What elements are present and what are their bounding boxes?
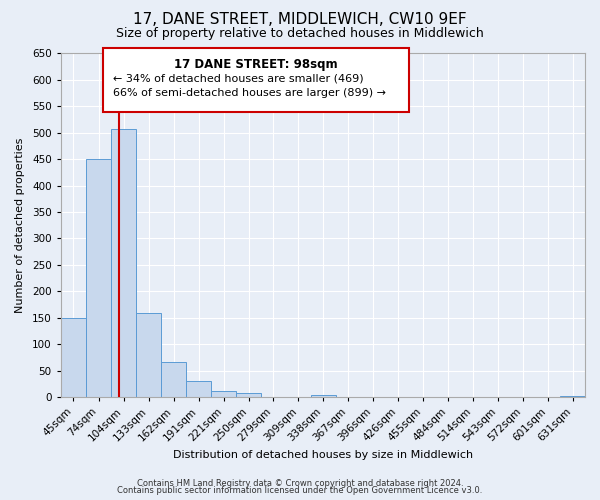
- Text: Size of property relative to detached houses in Middlewich: Size of property relative to detached ho…: [116, 28, 484, 40]
- Bar: [61, 318, 86, 397]
- Bar: [186, 381, 211, 397]
- Bar: [211, 391, 236, 397]
- Bar: [112, 129, 136, 397]
- Text: ← 34% of detached houses are smaller (469): ← 34% of detached houses are smaller (46…: [113, 73, 364, 83]
- X-axis label: Distribution of detached houses by size in Middlewich: Distribution of detached houses by size …: [173, 450, 473, 460]
- Text: Contains HM Land Registry data © Crown copyright and database right 2024.: Contains HM Land Registry data © Crown c…: [137, 478, 463, 488]
- FancyBboxPatch shape: [103, 48, 409, 112]
- Text: 66% of semi-detached houses are larger (899) →: 66% of semi-detached houses are larger (…: [113, 88, 386, 98]
- Text: Contains public sector information licensed under the Open Government Licence v3: Contains public sector information licen…: [118, 486, 482, 495]
- Bar: [86, 159, 112, 397]
- Bar: [161, 362, 186, 397]
- Y-axis label: Number of detached properties: Number of detached properties: [15, 138, 25, 313]
- Bar: [311, 394, 336, 397]
- Bar: [560, 396, 585, 397]
- Text: 17, DANE STREET, MIDDLEWICH, CW10 9EF: 17, DANE STREET, MIDDLEWICH, CW10 9EF: [133, 12, 467, 28]
- Bar: [136, 312, 161, 397]
- Text: 17 DANE STREET: 98sqm: 17 DANE STREET: 98sqm: [174, 58, 338, 71]
- Bar: [236, 393, 261, 397]
